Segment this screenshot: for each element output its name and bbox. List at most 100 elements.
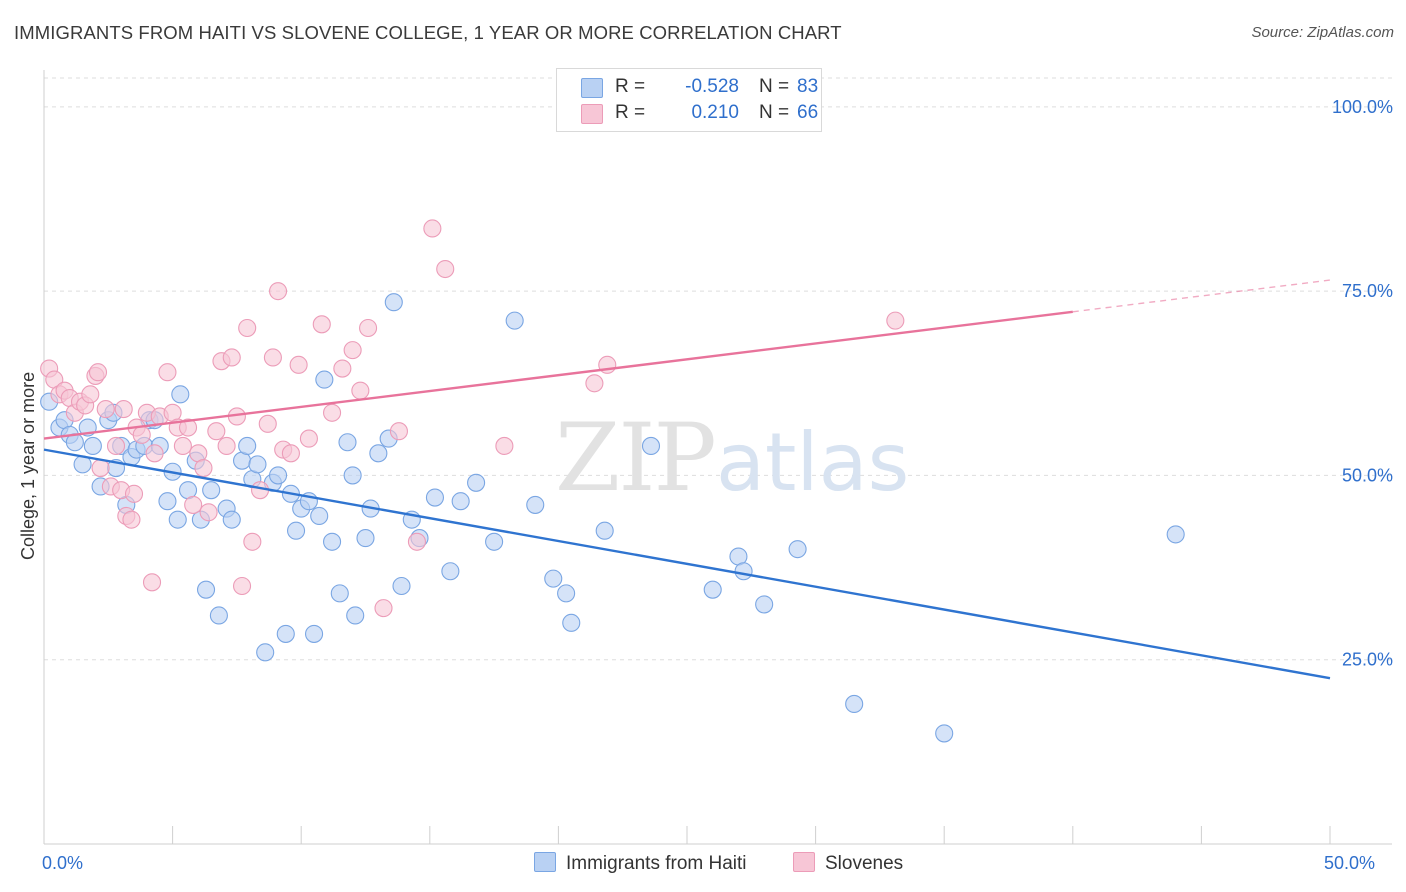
y-tick-label: 100.0% — [1332, 97, 1393, 117]
slovenes-point — [436, 259, 455, 279]
slovenes-point — [173, 436, 192, 455]
haiti-point — [451, 492, 470, 511]
haiti-point — [392, 576, 411, 596]
haiti-point — [734, 562, 753, 581]
haiti-point — [1166, 525, 1185, 544]
slovenes-point — [91, 459, 110, 478]
haiti-point — [202, 481, 221, 500]
series-haiti-points — [40, 293, 1185, 743]
slovenes-point — [145, 444, 164, 463]
haiti-point — [544, 569, 563, 588]
slovenes-point — [96, 400, 115, 419]
slovenes-point — [132, 425, 151, 444]
haiti-point — [346, 606, 365, 625]
slovenes-point — [184, 495, 203, 514]
trend-lines — [43, 279, 1331, 680]
y-tick-labels: 100.0% 75.0% 50.0% 25.0% — [1332, 97, 1393, 670]
slovenes-point — [289, 355, 308, 374]
series-legend-haiti: Immigrants from Haiti — [534, 852, 747, 876]
haiti-trend-line — [43, 448, 1331, 680]
haiti-point — [305, 624, 324, 643]
slovenes-point — [343, 341, 362, 360]
slovenes-point — [263, 348, 282, 367]
legend-r-value: -0.528 — [685, 76, 739, 97]
slovenes-point — [243, 532, 262, 551]
haiti-point — [935, 724, 954, 743]
haiti-point — [209, 606, 228, 625]
haiti-point — [276, 624, 295, 643]
slovenes-point — [495, 436, 514, 455]
haiti-point — [356, 529, 375, 548]
chart-title: IMMIGRANTS FROM HAITI VS SLOVENE COLLEGE… — [14, 22, 842, 43]
haiti-point — [384, 293, 403, 312]
slovenes-point — [106, 436, 126, 455]
legend-n-label: N = — [759, 76, 790, 97]
slovenes-point — [232, 576, 252, 596]
haiti-point — [315, 370, 334, 389]
slovenes-point — [258, 414, 277, 433]
haiti-point — [557, 584, 576, 603]
series-swatch-haiti — [534, 852, 556, 872]
slovenes-point — [407, 532, 426, 551]
grid-lines — [44, 77, 1392, 661]
legend-r-label: R = — [615, 76, 646, 97]
slovenes-point — [217, 436, 236, 455]
haiti-point — [485, 532, 504, 551]
haiti-point — [562, 613, 581, 632]
watermark-atlas: atlas — [716, 416, 909, 509]
haiti-point — [595, 521, 614, 540]
haiti-point — [248, 455, 267, 474]
correlation-legend: R = -0.528 N = 83 R = 0.210 N = 66 — [556, 68, 822, 132]
slovenes-point — [585, 374, 604, 393]
series-slovenes-points — [40, 219, 905, 618]
haiti-point — [269, 466, 288, 485]
haiti-point — [505, 311, 524, 330]
haiti-point — [369, 444, 388, 463]
slovenes-point — [81, 385, 100, 404]
series-swatch-slovenes — [793, 852, 815, 872]
slovenes-point — [158, 363, 177, 382]
legend-r-value: 0.210 — [691, 102, 739, 123]
haiti-point — [441, 562, 460, 581]
legend-swatch-slovenes — [581, 104, 603, 124]
haiti-point — [287, 521, 306, 540]
series-name-haiti: Immigrants from Haiti — [566, 853, 747, 874]
slovenes-point — [114, 400, 133, 419]
legend-swatch-haiti — [581, 78, 603, 98]
x-tick-label-max: 50.0% — [1324, 853, 1376, 873]
haiti-point — [238, 436, 257, 455]
slovenes-point — [374, 599, 393, 618]
haiti-point — [323, 532, 342, 551]
slovenes-point — [333, 359, 352, 378]
slovenes-point — [88, 363, 108, 382]
haiti-point — [641, 436, 661, 455]
slovenes-point — [323, 403, 342, 422]
chart-source: Source: ZipAtlas.com — [1251, 24, 1394, 41]
haiti-point — [196, 580, 216, 599]
slovenes-point — [207, 422, 226, 441]
slovenes-point — [886, 311, 905, 330]
haiti-point — [330, 584, 349, 603]
watermark: ZIP atlas — [555, 404, 909, 513]
legend-n-label: N = — [759, 102, 790, 123]
slovenes-point — [281, 444, 300, 463]
slovenes-point — [222, 348, 241, 367]
x-tick-label-min: 0.0% — [42, 853, 84, 873]
haiti-point — [788, 540, 807, 559]
watermark-zip: ZIP — [555, 404, 715, 513]
haiti-point — [755, 595, 774, 614]
slovenes-point — [178, 418, 198, 437]
slovenes-point — [312, 315, 331, 334]
y-tick-label: 25.0% — [1342, 650, 1393, 670]
slovenes-point — [359, 318, 378, 338]
slovenes-point — [142, 573, 162, 592]
slovenes-point — [299, 429, 318, 448]
haiti-point — [168, 510, 187, 529]
slovenes-trend-line-extension — [1072, 279, 1331, 313]
series-name-slovenes: Slovenes — [825, 853, 904, 874]
slovenes-point — [389, 422, 408, 441]
haiti-point — [158, 492, 177, 511]
slovenes-point — [194, 459, 213, 478]
slovenes-point — [269, 282, 288, 301]
y-tick-label: 50.0% — [1342, 465, 1393, 485]
